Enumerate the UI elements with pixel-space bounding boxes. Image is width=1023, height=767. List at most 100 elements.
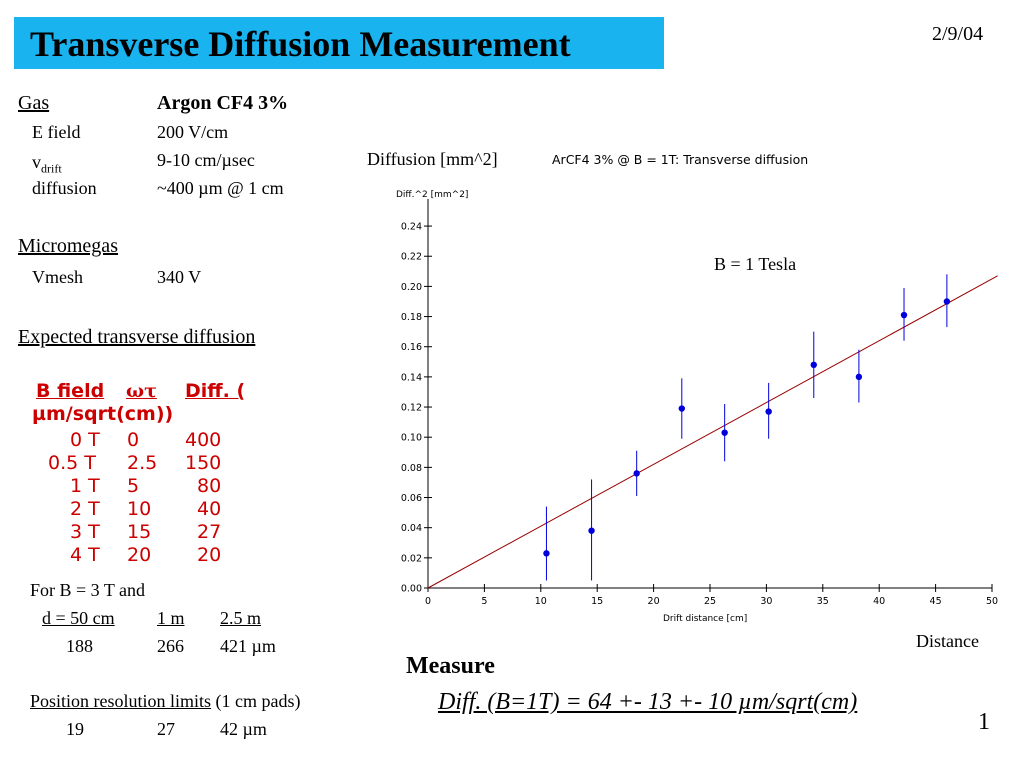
efield-value: 200 V/cm (157, 122, 229, 142)
for-b3-col-2p5m: 2.5 m (220, 608, 262, 628)
y-tick-label: 0.24 (401, 222, 422, 233)
x-tick-label: 45 (930, 596, 942, 607)
fit-line (427, 275, 998, 589)
for-b3-col-1m: 1 m (157, 608, 185, 628)
y-tick-label: 0.08 (401, 463, 422, 474)
data-point (900, 311, 908, 319)
x-tick-label: 5 (481, 596, 487, 607)
distance-axis-label: Distance (916, 631, 979, 651)
y-tick-label: 0.02 (401, 553, 422, 564)
x-tick-label: 20 (648, 596, 660, 607)
y-tick-label: 0.00 (401, 584, 422, 595)
fit-line-group (427, 275, 998, 589)
slide-title: Transverse Diffusion Measurement (30, 24, 571, 64)
row-wt: 20 (127, 544, 152, 566)
chart-axes: 0.00 0.02 0.04 0.06 0.08 0.10 0.12 0.14 0.16 0.18… (401, 199, 998, 607)
x-tick-label: 30 (760, 596, 772, 607)
diffusion-value: ~400 µm @ 1 cm (157, 178, 284, 198)
data-point (678, 405, 685, 412)
for-b3-val-1m: 266 (157, 636, 184, 656)
row-wt: 2.5 (127, 452, 158, 474)
row-b: 0.5 T (48, 452, 96, 474)
vdrift-label-main: v (32, 152, 41, 172)
for-b3-col-50cm: d = 50 cm (42, 608, 115, 628)
x-tick-label: 50 (986, 596, 998, 607)
y-tick-label: 0.14 (401, 372, 422, 383)
row-diff: 40 (197, 498, 222, 520)
y-tick-label: 0.06 (401, 493, 422, 504)
gas-name: Argon CF4 3% (157, 92, 289, 114)
x-tick-label: 40 (873, 596, 885, 607)
x-tick-label: 15 (591, 596, 603, 607)
measure-result: Diff. (B=1T) = 64 +- 13 +- 10 µm/sqrt(cm… (438, 689, 858, 715)
col-diff-u: Diff. ( (185, 380, 246, 402)
row-wt: 5 (127, 475, 140, 497)
col-diff-unit: µm/sqrt(cm)) (32, 403, 174, 425)
row-diff: 400 (185, 429, 222, 451)
measure-heading: Measure (406, 653, 495, 679)
title-banner (14, 17, 664, 69)
resolution-heading-rest: (1 cm pads) (211, 691, 301, 711)
data-points-group (543, 274, 951, 581)
b-field-label: B = 1 Tesla (714, 254, 797, 274)
data-point (810, 361, 817, 369)
row-b: 3 T (70, 521, 100, 543)
chart-title: ArCF4 3% @ B = 1T: Transverse diffusion (552, 152, 808, 167)
efield-label: E field (32, 122, 81, 142)
for-b3-val-2p5m: 421 µm (220, 636, 276, 656)
col-bfield: B field (36, 380, 105, 402)
data-point (765, 408, 772, 415)
for-b3-val-50cm: 188 (66, 636, 93, 656)
data-point (633, 470, 640, 477)
chart-xlabel: Drift distance [cm] (663, 614, 747, 624)
row-b: 0 T (70, 429, 100, 451)
vdrift-label-sub: drift (41, 161, 62, 176)
y-tick-label: 0.18 (401, 312, 422, 323)
data-point (543, 550, 550, 557)
row-b: 1 T (70, 475, 100, 497)
row-wt: 10 (127, 498, 152, 520)
for-b3-heading: For B = 3 T and (30, 580, 145, 600)
diffusion-chart: ArCF4 3% @ B = 1T: Transverse diffusion … (396, 152, 998, 624)
col-omega-tau: ωτ (126, 380, 157, 402)
y-tick-label: 0.22 (401, 252, 422, 263)
x-tick-label: 25 (704, 596, 716, 607)
vdrift-value: 9-10 cm/µsec (157, 150, 255, 170)
expected-heading: Expected transverse diffusion (18, 326, 256, 348)
chart-ylabel: Diff.^2 [mm^2] (396, 190, 468, 200)
y-tick-label: 0.16 (401, 342, 422, 353)
row-diff: 20 (197, 544, 222, 566)
row-b: 2 T (70, 498, 100, 520)
row-wt: 0 (127, 429, 140, 451)
resolution-val-2p5m: 42 µm (220, 719, 267, 739)
x-tick-label: 0 (425, 596, 431, 607)
row-wt: 15 (127, 521, 152, 543)
x-tick-label: 10 (535, 596, 547, 607)
data-point (943, 298, 951, 305)
vdrift-label: vdrift (32, 151, 62, 180)
diffusion-axis-label: Diffusion [mm^2] (367, 149, 498, 169)
data-point (588, 527, 595, 534)
row-diff: 80 (197, 475, 222, 497)
page-number: 1 (978, 709, 990, 735)
data-point (855, 373, 863, 381)
row-b: 4 T (70, 544, 100, 566)
resolution-heading: Position resolution limits (1 cm pads) (30, 690, 301, 712)
row-diff: 150 (185, 452, 222, 474)
y-tick-label: 0.10 (401, 433, 422, 444)
y-tick-label: 0.04 (401, 523, 422, 534)
data-point (721, 429, 728, 436)
col-diff: Diff. ( (185, 380, 245, 403)
gas-heading: Gas (18, 92, 50, 114)
x-tick-label: 35 (817, 596, 829, 607)
y-tick-label: 0.20 (401, 282, 422, 293)
vmesh-value: 340 V (157, 267, 202, 287)
y-tick-label: 0.12 (401, 403, 422, 414)
resolution-heading-u: Position resolution limits (30, 691, 212, 711)
slide-date: 2/9/04 (932, 23, 984, 45)
resolution-val-50cm: 19 (66, 719, 84, 739)
micromegas-heading: Micromegas (18, 235, 118, 257)
row-diff: 27 (197, 521, 222, 543)
diffusion-label: diffusion (32, 178, 97, 198)
vmesh-label: Vmesh (32, 267, 83, 287)
